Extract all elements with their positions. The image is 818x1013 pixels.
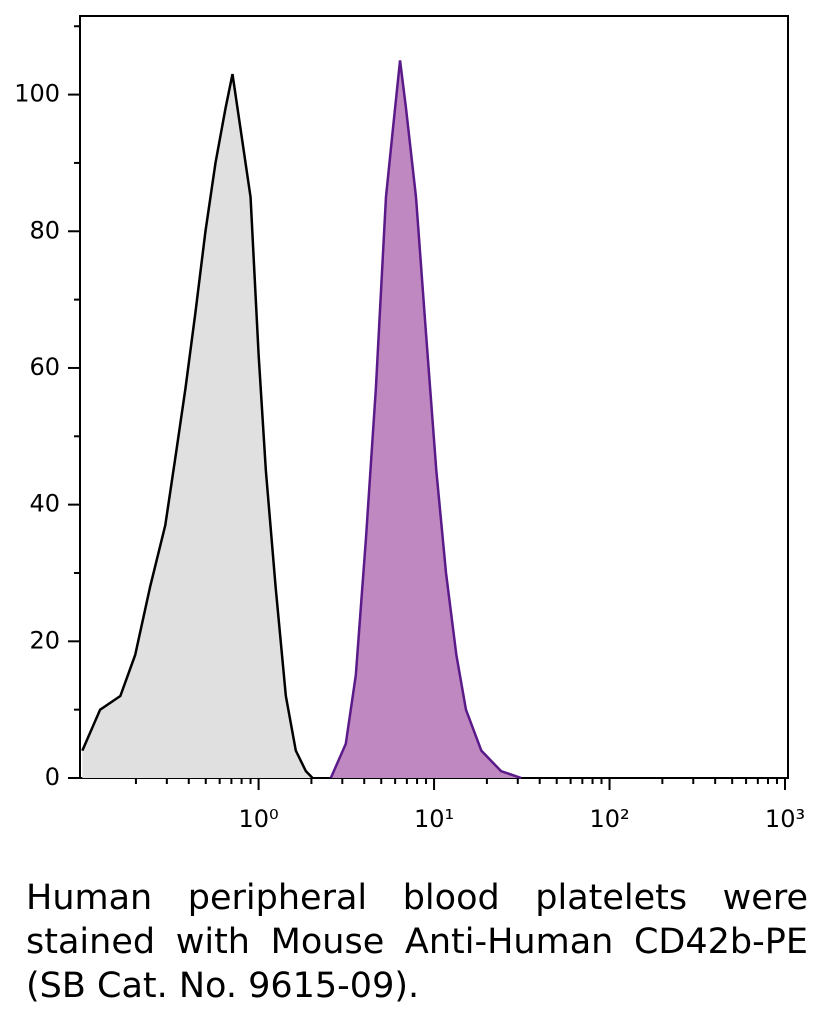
- y-tick-label: 80: [29, 216, 60, 244]
- y-tick-label: 40: [29, 490, 60, 518]
- y-tick-label: 20: [29, 626, 60, 654]
- caption: Human peripheral blood platelets were st…: [26, 878, 808, 1006]
- chart: 0 20 40 60 80 100 10⁰ 10¹ 10² 10³: [14, 15, 805, 833]
- area-fill: [330, 60, 522, 779]
- y-tick-label: 0: [45, 763, 60, 791]
- x-tick-label: 10²: [589, 805, 629, 833]
- x-tick-label: 10¹: [414, 805, 454, 833]
- x-tick-label: 10³: [765, 805, 805, 833]
- y-tick-label: 60: [29, 353, 60, 381]
- area-fill: [82, 74, 313, 779]
- y-tick-label: 100: [14, 80, 60, 108]
- histogram-line: [329, 60, 522, 780]
- histogram-line: [81, 73, 314, 779]
- x-tick-label: 10⁰: [239, 805, 279, 833]
